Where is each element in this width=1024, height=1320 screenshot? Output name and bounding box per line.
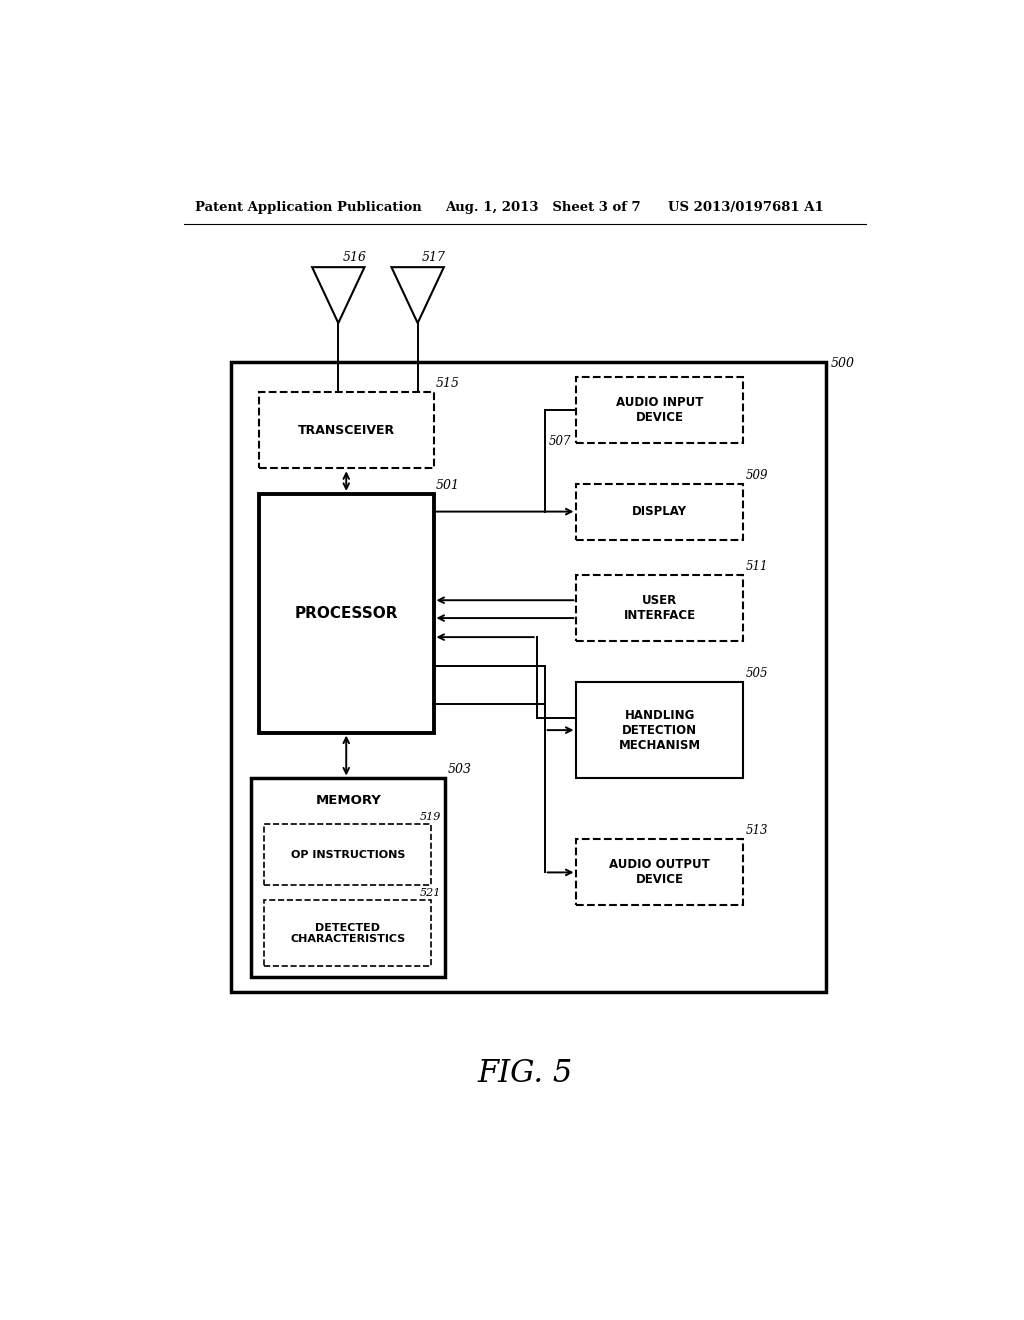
Text: FIG. 5: FIG. 5: [477, 1057, 572, 1089]
Text: Aug. 1, 2013   Sheet 3 of 7: Aug. 1, 2013 Sheet 3 of 7: [445, 201, 641, 214]
Text: AUDIO OUTPUT
DEVICE: AUDIO OUTPUT DEVICE: [609, 858, 710, 887]
FancyBboxPatch shape: [577, 840, 743, 906]
Text: 513: 513: [745, 825, 768, 837]
FancyBboxPatch shape: [251, 779, 445, 977]
Text: AUDIO INPUT
DEVICE: AUDIO INPUT DEVICE: [616, 396, 703, 424]
Text: 511: 511: [745, 560, 768, 573]
Text: OP INSTRUCTIONS: OP INSTRUCTIONS: [291, 850, 406, 859]
Polygon shape: [391, 267, 443, 323]
Text: TRANSCEIVER: TRANSCEIVER: [298, 424, 395, 437]
FancyBboxPatch shape: [577, 378, 743, 444]
Text: MEMORY: MEMORY: [315, 793, 381, 807]
FancyBboxPatch shape: [264, 824, 431, 886]
Text: 501: 501: [436, 479, 460, 492]
FancyBboxPatch shape: [577, 576, 743, 642]
Text: 505: 505: [745, 667, 768, 680]
Text: 503: 503: [447, 763, 472, 776]
Text: 517: 517: [422, 251, 445, 264]
Text: 507: 507: [549, 436, 571, 447]
Text: DISPLAY: DISPLAY: [632, 506, 687, 517]
FancyBboxPatch shape: [577, 682, 743, 779]
Text: DETECTED
CHARACTERISTICS: DETECTED CHARACTERISTICS: [290, 923, 406, 944]
Text: 500: 500: [830, 356, 854, 370]
Text: Patent Application Publication: Patent Application Publication: [196, 201, 422, 214]
Text: 515: 515: [436, 378, 460, 391]
FancyBboxPatch shape: [259, 494, 433, 733]
Text: PROCESSOR: PROCESSOR: [295, 606, 398, 620]
Text: HANDLING
DETECTION
MECHANISM: HANDLING DETECTION MECHANISM: [618, 709, 700, 751]
Text: 509: 509: [745, 469, 768, 482]
Text: USER
INTERFACE: USER INTERFACE: [624, 594, 695, 622]
FancyBboxPatch shape: [259, 392, 433, 469]
Text: US 2013/0197681 A1: US 2013/0197681 A1: [668, 201, 823, 214]
Text: 521: 521: [419, 888, 440, 899]
FancyBboxPatch shape: [231, 362, 826, 991]
FancyBboxPatch shape: [577, 483, 743, 540]
Text: 516: 516: [342, 251, 367, 264]
Text: 519: 519: [419, 812, 440, 822]
Polygon shape: [312, 267, 365, 323]
FancyBboxPatch shape: [264, 900, 431, 966]
